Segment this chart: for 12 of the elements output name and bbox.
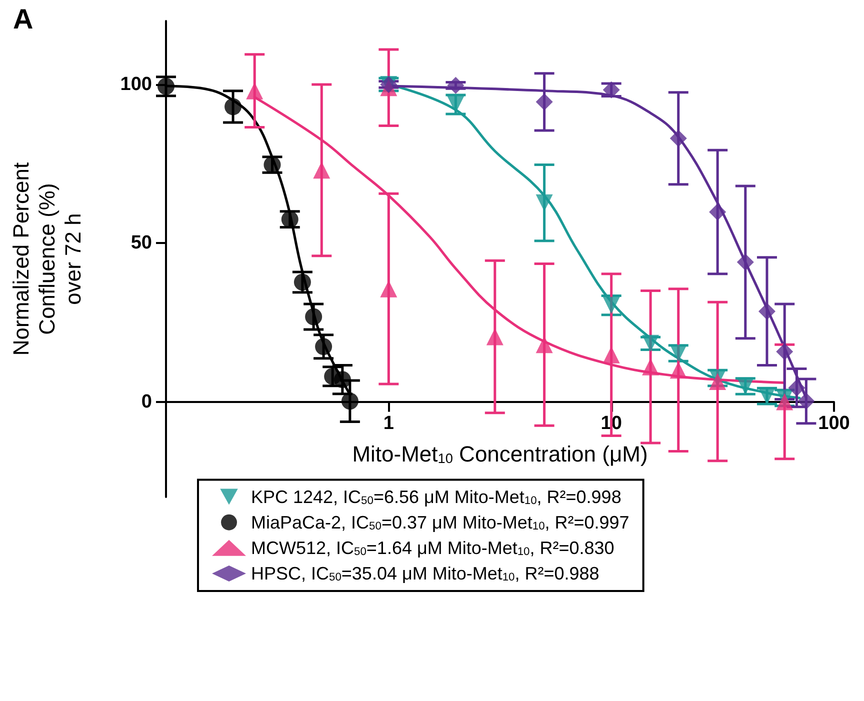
y-tick-label: 100 bbox=[120, 74, 152, 95]
x-tick-label: 100 bbox=[818, 412, 850, 434]
chart-title: A bbox=[13, 4, 34, 34]
legend-label: HPSC, IC50=35.04 μM Mito-Met10, R²=0.988 bbox=[251, 563, 600, 584]
x-axis-title: Mito-Met10 Concentration (μM) bbox=[352, 441, 648, 466]
y-tick-label: 0 bbox=[141, 391, 152, 412]
legend-label: KPC 1242, IC50=6.56 μM Mito-Met10, R²=0.998 bbox=[251, 486, 622, 507]
legend-label: MCW512, IC50=1.64 μM Mito-Met10, R²=0.830 bbox=[251, 538, 614, 558]
legend-label: MiaPaCa-2, IC50=0.37 μM Mito-Met10, R²=0.997 bbox=[251, 512, 630, 532]
x-tick-label: 1 bbox=[383, 412, 394, 434]
y-tick-label: 50 bbox=[130, 232, 152, 254]
y-axis-title: Normalized Percent Confluence (%) over 72 h bbox=[8, 162, 86, 356]
